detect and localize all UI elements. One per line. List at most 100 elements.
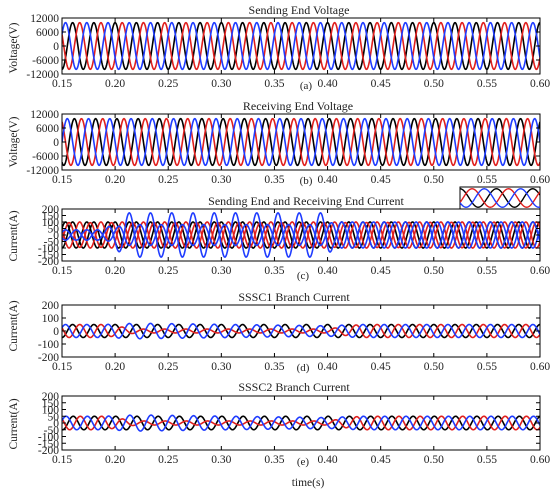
panel-b-xtick-label: 0.60 [530,174,550,186]
panel-e-xtick-label: 0.15 [52,454,72,466]
panel-b-xtick-label: 0.40 [317,174,337,186]
panel-a-xtick-label: 0.30 [211,78,231,90]
panel-d-ytick-label: 100 [42,313,60,325]
panel-c-xtick-label: 0.20 [105,265,125,277]
panel-b-ytick-label: 0 [53,137,59,149]
panel-d-ytick-label: 200 [42,300,60,312]
panel-a-series-1 [62,21,540,71]
panel-d-ylabel: Current(A) [8,300,20,351]
panel-e-xtick-label: 0.55 [477,454,497,466]
panel-b-series [62,117,540,167]
panel-c-series-0 [62,221,540,249]
panel-c-inset-series-2 [460,188,540,208]
panel-d-xtick-label: 0.60 [530,361,550,373]
panel-a-xtick-label: 0.45 [371,78,391,90]
panel-e-ytick-label: 200 [42,391,60,403]
panel-a-ylabel: Voltage(V) [8,22,20,73]
panel-c-xtick-label: 0.30 [211,265,231,277]
panel-receiving-end-voltage: Receiving End Voltage Voltage(V) (b) 120… [8,99,550,187]
panel-d-xtick-label: 0.25 [158,361,178,373]
panel-c-xtick-label: 0.45 [371,265,391,277]
panel-e-ytick-label: 50 [48,411,60,423]
panel-d-xtick-label: 0.55 [477,361,497,373]
panel-c-xtick-label: 0.35 [264,265,284,277]
panel-e-ytick-label: -200 [38,445,59,457]
panel-b-ylabel: Voltage(V) [8,116,20,167]
panel-e-ytick-label: -50 [44,425,60,437]
panel-b-ytick-label: -12000 [26,165,59,177]
panel-d-xtick-label: 0.30 [211,361,231,373]
panel-e-ytick-label: -150 [38,438,59,450]
panel-c-label: (c) [297,270,310,282]
panel-sending-end-voltage: Sending End Voltage Voltage(V) (a) 12000… [8,3,550,92]
panel-b-xtick-label: 0.55 [477,174,497,186]
panel-e-xtick-label: 0.50 [424,454,444,466]
panel-c-ytick-label: 100 [42,217,60,229]
panel-a-xtick-label: 0.35 [264,78,284,90]
panel-c-series [62,212,540,258]
panel-sending-receiving-current: Sending End and Receiving End Current Cu… [8,186,550,282]
panel-b-xtick-label: 0.25 [158,174,178,186]
panel-d-xtick-label: 0.20 [105,361,125,373]
panel-d-xtick-label: 0.40 [317,361,337,373]
panel-e-xtick-label: 0.25 [158,454,178,466]
panel-a-ytick-label: -6000 [32,55,59,67]
panel-b-label: (b) [300,175,313,187]
panel-c-ytick-label: -50 [44,237,60,249]
panel-d-series [62,322,540,340]
panel-a-xtick-label: 0.60 [530,78,550,90]
panel-d-ytick-label: 0 [53,326,59,338]
panel-e-series [62,414,540,432]
panel-c-ytick-label: -150 [38,250,59,262]
panel-a-series-0 [62,21,540,71]
panel-b-xtick-label: 0.45 [371,174,391,186]
panel-a-xtick-label: 0.25 [158,78,178,90]
panel-b-ytick-label: 12000 [30,109,59,121]
panel-c-xtick-label: 0.60 [530,265,550,277]
panel-e-series-1 [62,415,540,431]
panel-d-xtick-label: 0.45 [371,361,391,373]
panel-e-ytick-label: 150 [42,398,60,410]
panel-a-label: (a) [300,80,313,92]
x-axis-label: time(s) [292,477,325,489]
panel-e-label: (e) [297,456,310,468]
panel-e-xtick-label: 0.30 [211,454,231,466]
panel-b-ytick-label: 6000 [36,123,59,135]
panel-c-title: Sending End and Receiving End Current [208,194,404,208]
panel-e-xtick-label: 0.40 [317,454,337,466]
panel-e-series-2 [62,414,540,432]
panel-e-xtick-label: 0.45 [371,454,391,466]
panel-e-ytick-label: 0 [53,418,59,430]
panel-c-inset-series [460,188,540,208]
panel-d-xtick-label: 0.50 [424,361,444,373]
panel-e-xtick-label: 0.60 [530,454,550,466]
panel-c-xtick-label: 0.55 [477,265,497,277]
panel-c-xtick-label: 0.15 [52,265,72,277]
panel-d-series-2 [62,322,540,340]
panel-c-inset-series-4 [460,188,540,208]
panel-c-ytick-label: 0 [53,230,59,242]
panel-b-xtick-label: 0.15 [52,174,72,186]
panel-c-ytick-label: -100 [38,243,59,255]
panel-e-ytick-label: 100 [42,405,60,417]
panel-c-xtick-label: 0.40 [317,265,337,277]
panel-d-label: (d) [297,362,310,374]
panel-a-xtick-label: 0.15 [52,78,72,90]
panel-e-ylabel: Current(A) [8,398,20,449]
panel-d-ytick-label: -100 [38,339,59,351]
panel-a-title: Sending End Voltage [249,3,350,17]
panel-b-xtick-label: 0.20 [105,174,125,186]
panel-a-xtick-label: 0.40 [317,78,337,90]
panel-a-ytick-label: -12000 [26,69,59,81]
panel-c-series-5 [62,221,540,249]
panel-a-ytick-label: 6000 [36,27,59,39]
panel-a-xtick-label: 0.20 [105,78,125,90]
panel-a-ytick-label: 12000 [30,13,59,25]
panel-c-series-4 [62,212,540,258]
panel-e-ytick-label: -100 [38,432,59,444]
panel-b-series-1 [62,117,540,167]
panel-c-xtick-label: 0.25 [158,265,178,277]
panel-d-ytick-label: -200 [38,352,59,364]
panel-e-xtick-label: 0.20 [105,454,125,466]
